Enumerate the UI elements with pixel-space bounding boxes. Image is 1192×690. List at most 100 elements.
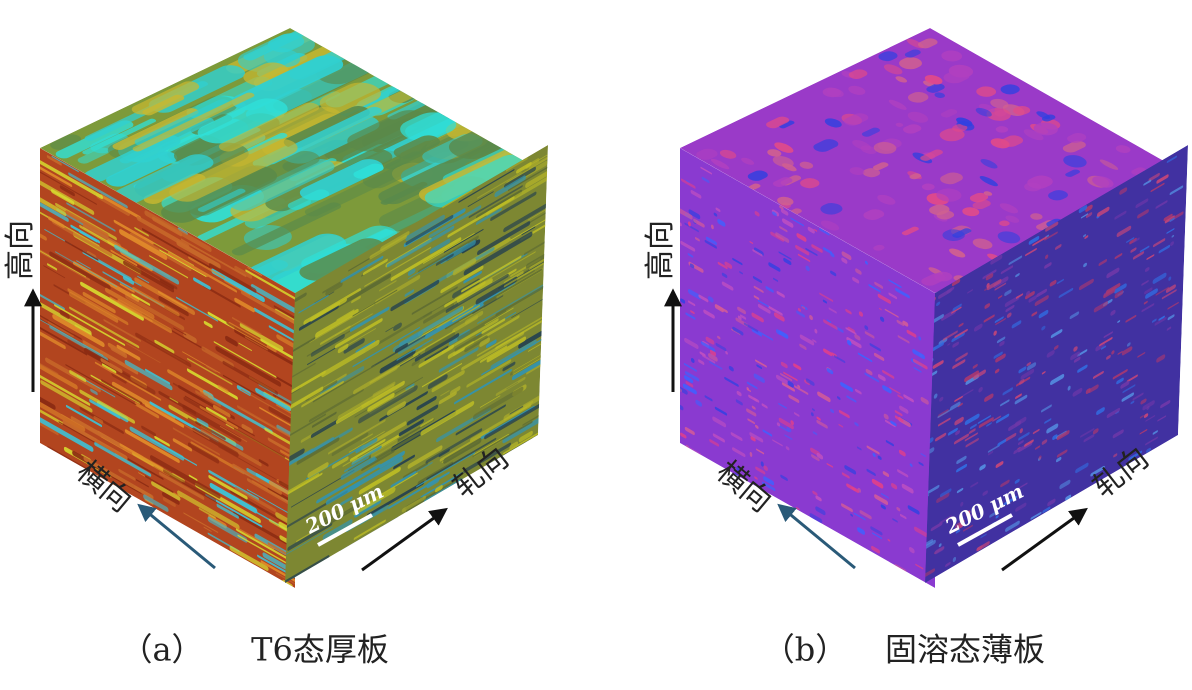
grain — [686, 179, 690, 184]
grain — [710, 158, 730, 170]
grain — [435, 253, 454, 266]
grain — [1044, 231, 1058, 241]
grain — [846, 483, 860, 493]
grain — [1092, 176, 1114, 188]
grain — [472, 386, 524, 420]
grain — [509, 441, 519, 450]
grain — [319, 82, 382, 114]
grain — [134, 402, 160, 419]
grain — [715, 342, 727, 352]
grain — [175, 296, 218, 322]
grain — [1083, 262, 1087, 268]
grain — [483, 268, 543, 305]
grain — [418, 344, 455, 368]
grain — [817, 391, 831, 403]
grain — [1005, 304, 1015, 313]
grain — [700, 341, 716, 352]
grain — [79, 389, 136, 424]
grain — [995, 515, 999, 519]
grain — [232, 524, 275, 550]
grain — [104, 287, 155, 319]
grain — [94, 361, 162, 401]
grain — [683, 363, 697, 372]
grain — [683, 375, 694, 384]
grain — [416, 452, 476, 488]
grain — [695, 399, 702, 407]
grain — [924, 568, 936, 577]
grain — [234, 297, 255, 313]
grain — [484, 307, 514, 326]
grain — [711, 224, 714, 230]
grain — [755, 466, 766, 475]
grain — [952, 124, 968, 132]
grain — [1146, 254, 1155, 260]
grain — [841, 251, 852, 261]
grain — [756, 364, 763, 370]
grain — [1049, 279, 1057, 287]
grain — [768, 262, 781, 272]
shade — [284, 144, 548, 584]
grain — [268, 518, 295, 554]
grain — [933, 393, 938, 399]
grain — [1132, 392, 1144, 401]
grain — [786, 426, 792, 433]
grain — [685, 444, 690, 449]
grain — [80, 281, 144, 321]
grain — [1020, 368, 1035, 380]
grain — [119, 117, 214, 164]
grain — [238, 342, 252, 352]
grain — [40, 196, 69, 222]
grain — [698, 359, 705, 365]
grain — [124, 360, 173, 391]
grain — [986, 422, 992, 427]
grain — [1024, 439, 1034, 447]
grain — [783, 257, 792, 266]
grain — [973, 323, 983, 332]
grain — [173, 327, 187, 336]
grain — [507, 158, 548, 192]
grain — [463, 231, 533, 276]
grain — [79, 230, 98, 243]
grain — [100, 379, 143, 405]
grain — [967, 289, 974, 294]
grain — [1015, 273, 1020, 278]
grain — [1164, 215, 1175, 224]
grain — [1165, 284, 1176, 293]
grain — [1000, 265, 1014, 275]
grain — [424, 332, 456, 353]
grain — [903, 394, 914, 403]
grain — [352, 289, 398, 317]
grain — [985, 273, 994, 281]
grain — [938, 543, 942, 548]
grain — [899, 57, 922, 70]
grain — [874, 494, 889, 505]
grain — [477, 284, 544, 325]
grain — [882, 385, 892, 394]
grain — [936, 301, 941, 307]
grain — [1042, 506, 1051, 514]
grain — [339, 496, 353, 506]
grain — [1126, 237, 1135, 243]
grain — [325, 282, 343, 296]
grain — [481, 333, 548, 376]
grain — [780, 372, 793, 382]
grain — [773, 312, 785, 322]
grain — [1158, 244, 1171, 254]
grain — [895, 287, 910, 299]
grain — [950, 401, 961, 411]
grain — [355, 438, 378, 454]
grain — [680, 178, 696, 189]
grain — [241, 423, 253, 434]
grain — [693, 218, 705, 228]
grain — [1032, 428, 1040, 435]
grain — [987, 450, 994, 456]
grain — [40, 191, 67, 217]
grain — [721, 281, 734, 291]
grain — [864, 372, 880, 383]
grain — [275, 376, 295, 394]
grain — [816, 452, 824, 460]
grain — [408, 243, 469, 280]
grain — [1141, 303, 1155, 313]
grain — [40, 160, 104, 200]
